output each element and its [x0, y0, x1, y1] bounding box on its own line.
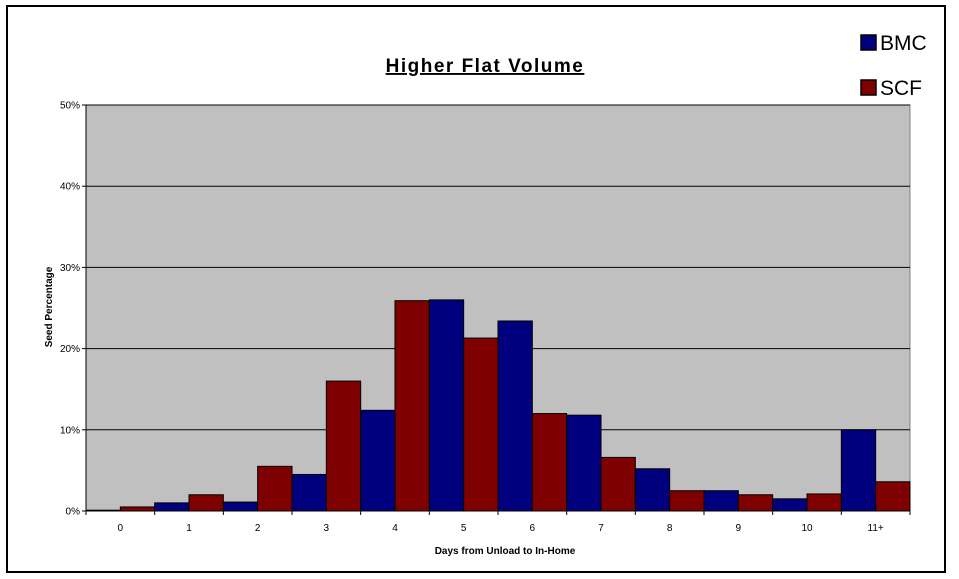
legend-swatch-scf: [860, 79, 877, 96]
x-axis-label: Days from Unload to In-Home: [435, 546, 576, 557]
y-tick-label: 30%: [60, 263, 80, 274]
bar-scf-6: [531, 413, 568, 512]
x-tick-labels: 0 1 2 3 4 5 6 7 8 9 10 11+: [118, 523, 884, 534]
x-tick-label: 0: [118, 523, 124, 534]
bar-scf-0: [119, 506, 156, 512]
y-tick-label: 20%: [60, 344, 80, 355]
bar-scf-10: [806, 493, 842, 512]
bar-bmc-9: [703, 490, 739, 512]
bar-bmc-7: [566, 414, 602, 512]
y-tick-labels: 0% 10% 20% 30% 40% 50%: [60, 101, 80, 518]
bar-bmc-5: [428, 299, 465, 512]
x-tick-label: 8: [667, 523, 673, 534]
chart-frame: 0% 10% 20% 30% 40% 50% 0 1 2 3 4 5 6 7 8 9 10 11+ Higher…: [6, 5, 946, 573]
x-tick-label: 7: [598, 523, 604, 534]
bar-scf-5: [463, 337, 499, 512]
legend-swatch-bmc: [860, 34, 877, 51]
bar-bmc-4: [360, 409, 396, 512]
x-tick-label: 2: [255, 523, 261, 534]
x-tick-label: 5: [461, 523, 467, 534]
x-tick-label: 4: [392, 523, 398, 534]
y-tick-label: 50%: [60, 101, 80, 112]
y-axis-label: Seed Percentage: [44, 266, 55, 347]
bar-scf-8: [669, 490, 705, 512]
bars: [85, 299, 911, 512]
bar-scf-3: [325, 380, 362, 512]
bar-bmc-1: [154, 502, 190, 512]
y-tick-label: 10%: [60, 425, 80, 436]
y-tick-label: 0%: [66, 507, 81, 518]
bar-scf-1: [188, 494, 224, 512]
chart-title: Higher Flat Volume: [386, 56, 585, 77]
x-tick-label: 3: [324, 523, 330, 534]
bar-scf-9: [737, 494, 774, 512]
bar-bmc-10: [772, 498, 808, 512]
bar-chart: 0% 10% 20% 30% 40% 50% 0 1 2 3 4 5 6 7 8 9 10 11+ Higher…: [44, 32, 927, 557]
bar-bmc-11+: [840, 429, 877, 512]
legend-label-scf: SCF: [880, 77, 922, 100]
x-tick-label: 10: [801, 523, 813, 534]
y-tick-label: 40%: [60, 182, 80, 193]
x-tick-label: 11+: [868, 523, 884, 534]
axes: [82, 104, 911, 515]
bar-bmc-2: [222, 501, 259, 512]
bar-scf-11+: [875, 481, 911, 512]
x-tick-label: 1: [186, 523, 192, 534]
bar-bmc-8: [634, 468, 671, 512]
x-tick-label: 9: [736, 523, 742, 534]
x-tick-label: 6: [530, 523, 536, 534]
legend-label-bmc: BMC: [880, 32, 927, 55]
bar-scf-7: [600, 456, 636, 512]
bar-scf-4: [394, 300, 430, 512]
bar-scf-2: [257, 465, 293, 512]
bar-bmc-3: [291, 473, 327, 512]
legend: BMC SCF: [860, 32, 927, 100]
bar-bmc-6: [497, 320, 533, 512]
